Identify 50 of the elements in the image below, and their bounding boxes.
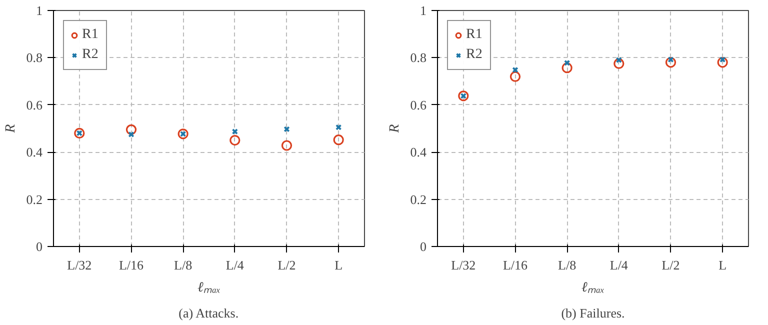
point	[128, 131, 134, 138]
point	[510, 71, 521, 82]
y-tick-label: 0.4	[410, 144, 427, 160]
x-axis-title: ℓₘₐₓ	[582, 280, 604, 296]
x-tick-label: L	[334, 258, 343, 272]
point	[614, 58, 624, 69]
x-tick-label: L	[718, 258, 727, 272]
y-tick-label: 0.6	[26, 97, 43, 112]
point	[335, 124, 342, 130]
y-tick-label: 0.4	[26, 144, 43, 160]
y-tick-label: 0.8	[410, 50, 426, 66]
x-tick-label: L/32	[67, 258, 92, 272]
y-tick-label: 0.8	[26, 50, 42, 66]
y-tick-label: 0	[36, 239, 42, 254]
y-axis-title: R	[387, 124, 402, 134]
point	[665, 57, 676, 68]
point	[562, 62, 572, 74]
point	[230, 135, 240, 146]
point	[74, 128, 85, 139]
point	[232, 128, 238, 135]
y-axis-title: R	[3, 124, 18, 134]
x-tick-label: L/8	[174, 258, 192, 272]
x-tick-label: L/4	[226, 258, 244, 272]
x-tick-label: L/8	[558, 258, 576, 272]
text: (b) Failures.	[561, 306, 625, 320]
y-tick-label: 0	[420, 239, 426, 254]
y-tick-label: 0.2	[26, 192, 42, 207]
point	[284, 126, 290, 132]
x-tick-label: L/32	[451, 258, 476, 272]
text: (a) Attacks.	[178, 306, 239, 320]
point	[564, 60, 570, 66]
y-tick-label: 0.2	[410, 192, 426, 207]
legend-label: R1	[466, 27, 484, 43]
y-tick-label: 1	[36, 3, 42, 18]
point	[281, 140, 292, 151]
x-tick-label: L/4	[610, 258, 628, 272]
legend-label: R1	[82, 27, 100, 43]
legend-label: R2	[466, 47, 484, 63]
x-axis-title: ℓₘₐₓ	[198, 280, 220, 296]
x-tick-label: L/2	[278, 258, 296, 272]
x-tick-label: L/16	[118, 258, 144, 272]
legend-label: R2	[82, 47, 100, 63]
point	[126, 124, 137, 135]
y-tick-label: 1	[420, 3, 426, 18]
point	[512, 66, 518, 74]
x-tick-label: L/2	[662, 258, 680, 272]
y-tick-label: 0.6	[410, 97, 427, 112]
x-tick-label: L/16	[502, 258, 528, 272]
point	[333, 134, 344, 146]
point	[717, 57, 728, 68]
